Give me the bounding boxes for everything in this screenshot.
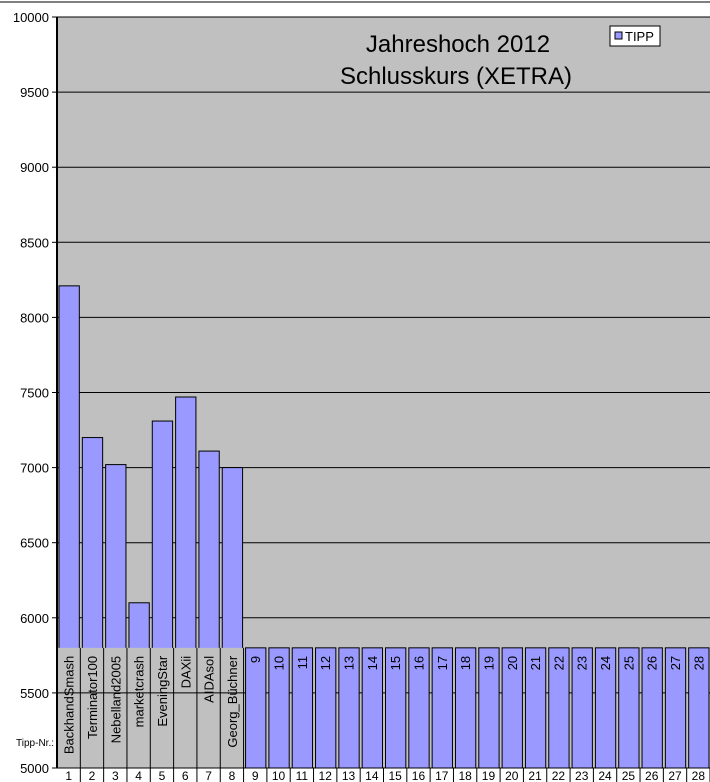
row-label: Tipp-Nr.: bbox=[16, 738, 54, 749]
bar-label: DAXii bbox=[178, 656, 193, 689]
bar-label: 9 bbox=[248, 656, 263, 663]
bar-label: 13 bbox=[342, 656, 357, 670]
bar-label: 22 bbox=[551, 656, 566, 670]
x-tick-label: 5 bbox=[159, 769, 166, 782]
legend-label: TIPP bbox=[625, 29, 654, 44]
x-tick-label: 28 bbox=[692, 769, 706, 782]
bar-label: EveningStar bbox=[155, 655, 170, 726]
y-tick-label: 8500 bbox=[20, 235, 49, 250]
y-tick-label: 6500 bbox=[20, 536, 49, 551]
x-tick-label: 20 bbox=[505, 769, 519, 782]
y-tick-label: 8000 bbox=[20, 310, 49, 325]
chart-title-line-2: Schlusskurs (XETRA) bbox=[340, 63, 572, 90]
x-tick-label: 21 bbox=[528, 769, 542, 782]
bar-label: 25 bbox=[621, 656, 636, 670]
x-tick-label: 18 bbox=[458, 769, 472, 782]
bar-label: 20 bbox=[505, 656, 520, 670]
y-tick-label: 6000 bbox=[20, 611, 49, 626]
x-tick-label: 15 bbox=[388, 769, 402, 782]
y-tick-label: 9500 bbox=[20, 85, 49, 100]
y-tick-label: 7500 bbox=[20, 386, 49, 401]
x-tick-label: 1 bbox=[65, 769, 72, 782]
x-tick-label: 8 bbox=[229, 769, 236, 782]
bar-label: 24 bbox=[598, 656, 613, 670]
x-tick-label: 16 bbox=[412, 769, 426, 782]
bar-label: marketcrash bbox=[132, 656, 147, 728]
bar-label: 26 bbox=[645, 656, 660, 670]
bar-label: 23 bbox=[575, 656, 590, 670]
x-tick-label: 14 bbox=[365, 769, 379, 782]
x-tick-label: 19 bbox=[482, 769, 496, 782]
chart-title-line-1: Jahreshoch 2012 bbox=[366, 31, 550, 58]
bar-label: 16 bbox=[411, 656, 426, 670]
x-tick-label: 4 bbox=[135, 769, 142, 782]
bar-label: 15 bbox=[388, 656, 403, 670]
y-tick-label: 7000 bbox=[20, 461, 49, 476]
bar-label: 10 bbox=[272, 656, 287, 670]
bar bbox=[245, 647, 267, 769]
bar-label: 18 bbox=[458, 656, 473, 670]
x-tick-label: 11 bbox=[296, 769, 309, 782]
x-tick-label: 2 bbox=[89, 769, 96, 782]
x-tick-label: 13 bbox=[342, 769, 356, 782]
bar-label: 12 bbox=[318, 656, 333, 670]
x-tick-label: 10 bbox=[272, 769, 286, 782]
bar-label: BackhandSmash bbox=[62, 656, 77, 754]
legend-swatch bbox=[614, 31, 623, 40]
x-tick-label: 12 bbox=[319, 769, 333, 782]
bar-label: 28 bbox=[691, 656, 706, 670]
x-tick-label: 7 bbox=[205, 769, 212, 782]
x-tick-label: 9 bbox=[252, 769, 259, 782]
x-tick-label: 25 bbox=[622, 769, 636, 782]
y-tick-label: 5000 bbox=[20, 761, 49, 776]
legend: TIPP bbox=[609, 25, 661, 47]
bar-label: 19 bbox=[481, 656, 496, 670]
bar-label: Georg_Büchner bbox=[225, 655, 240, 747]
x-tick-label: 23 bbox=[575, 769, 589, 782]
bar-label: 17 bbox=[435, 656, 450, 670]
y-tick-label: 10000 bbox=[13, 10, 49, 25]
bar-label: 14 bbox=[365, 656, 380, 670]
bar-label: 21 bbox=[528, 656, 543, 670]
bar-label: AIDAsol bbox=[202, 656, 217, 703]
y-tick-label: 5500 bbox=[20, 686, 49, 701]
x-tick-label: 26 bbox=[645, 769, 659, 782]
x-tick-label: 27 bbox=[668, 769, 682, 782]
bar-label: 11 bbox=[295, 656, 310, 670]
x-tick-label: 6 bbox=[182, 769, 189, 782]
x-tick-label: 3 bbox=[112, 769, 119, 782]
x-tick-label: 17 bbox=[435, 769, 449, 782]
x-tick-label: 24 bbox=[598, 769, 612, 782]
x-tick-label: 22 bbox=[552, 769, 566, 782]
y-tick-label: 9000 bbox=[20, 160, 49, 175]
bar-label: Nebelland2005 bbox=[108, 656, 123, 743]
bar-label: 27 bbox=[668, 656, 683, 670]
bar-label: Terminator100 bbox=[85, 656, 100, 739]
